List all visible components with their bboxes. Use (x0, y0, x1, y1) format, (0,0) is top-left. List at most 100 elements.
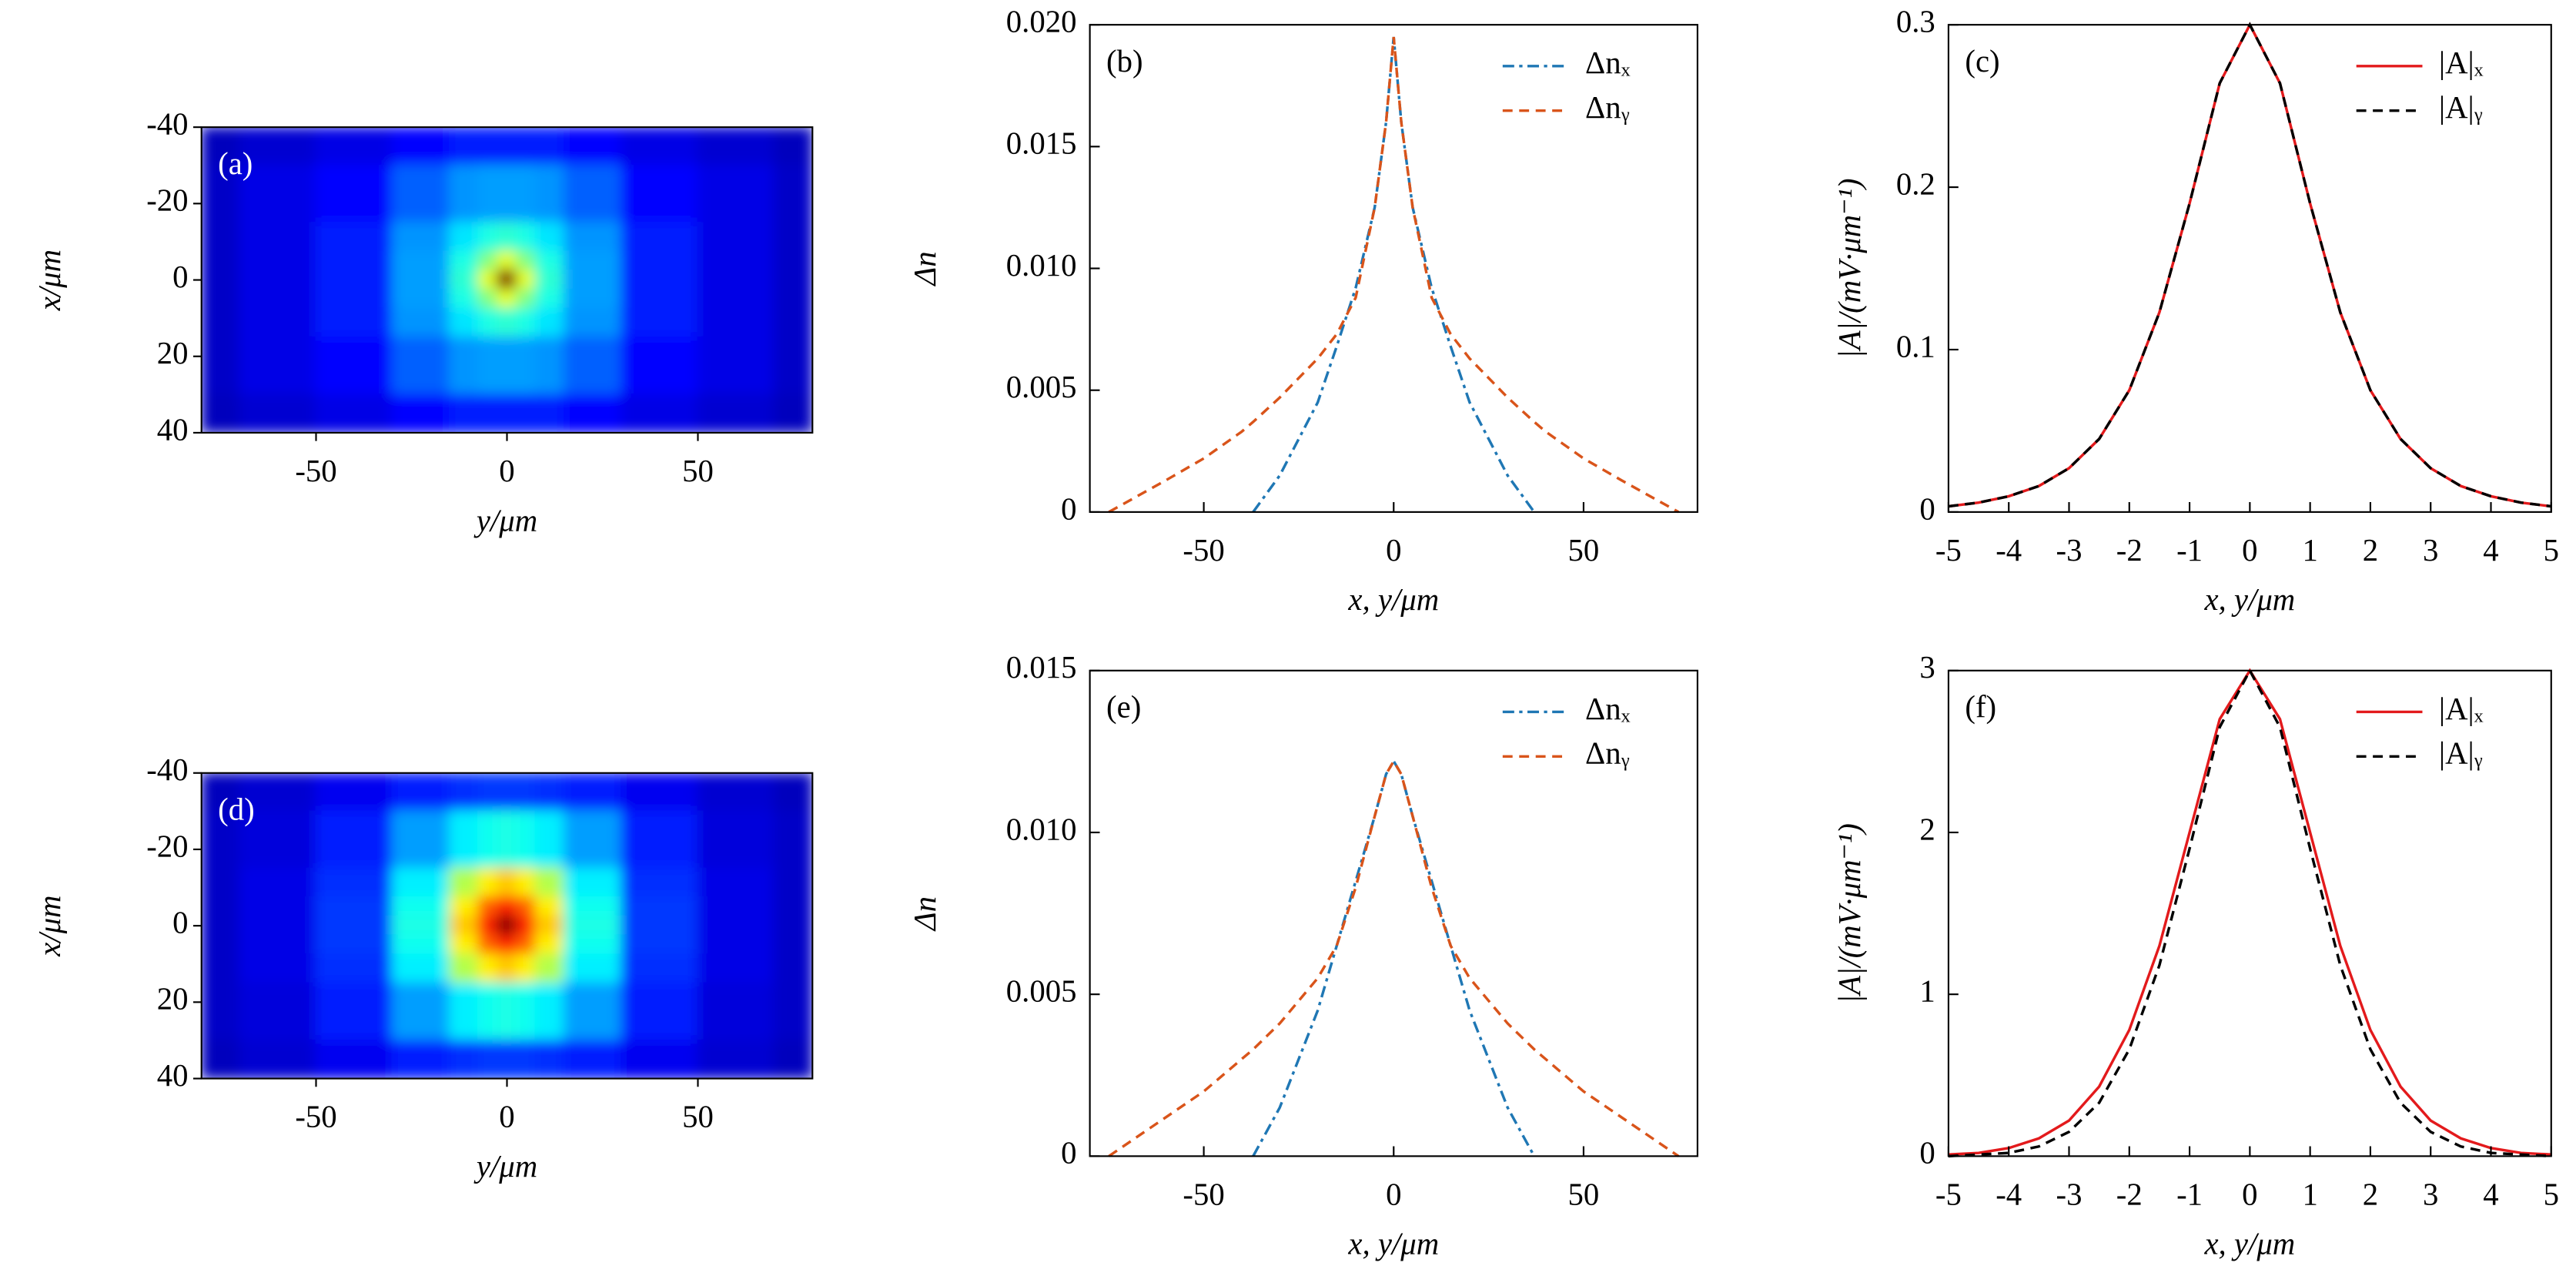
x-tick-label: 0 (499, 1100, 514, 1134)
heat-cell (239, 982, 317, 1042)
heat-cell (515, 288, 537, 310)
heat-cell (697, 307, 775, 339)
heat-cell (391, 953, 451, 984)
heat-cell (201, 250, 241, 272)
heat-cell (315, 288, 393, 310)
x-axis-label: x, y/μm (2203, 1227, 2295, 1261)
heat-cell (621, 772, 699, 812)
heat-cell (773, 934, 813, 956)
y-tick-label: 0 (172, 906, 188, 940)
heat-cell (477, 336, 499, 396)
heat-cell (563, 336, 623, 396)
heat-cell (515, 222, 537, 253)
x-tick-label: -50 (1183, 1177, 1224, 1211)
x-tick-label: 4 (2483, 1177, 2498, 1211)
heat-cell (563, 915, 623, 936)
heat-cell (697, 1039, 775, 1079)
heat-cell (315, 164, 393, 224)
heat-cell (773, 810, 813, 869)
y-tick-label: 0 (1061, 491, 1076, 526)
heat-cell (534, 307, 565, 339)
heat-cell (697, 288, 775, 310)
heat-cell (391, 896, 451, 917)
x-tick-label: 0 (1386, 1177, 1401, 1211)
heat-cell (239, 164, 317, 224)
heat-cell (534, 394, 565, 433)
x-tick-label: -1 (2176, 1177, 2203, 1211)
x-tick-label: -50 (295, 454, 336, 488)
heat-cell (515, 896, 537, 917)
heat-cell (391, 810, 451, 869)
heat-cell (534, 127, 565, 166)
panel-label: (c) (1965, 44, 1999, 79)
x-axis-label: x, y/μm (1347, 582, 1439, 617)
heat-cell (515, 1039, 537, 1079)
heat-cell (239, 307, 317, 339)
heat-cell (773, 307, 813, 339)
heat-cell (391, 127, 451, 166)
heat-cell (563, 270, 623, 291)
heat-cell (201, 288, 241, 310)
x-tick-label: -3 (2056, 1177, 2083, 1211)
panel: -50 0 50 -40 -20 0 20 40 y/μm x/μm (a) (32, 107, 814, 538)
heat-cell (239, 915, 317, 936)
heat-cell (477, 772, 499, 812)
heat-cell (621, 810, 699, 869)
y-tick-label: 0.010 (1006, 812, 1077, 846)
heat-cell (773, 222, 813, 253)
heat-cell (201, 953, 241, 984)
y-tick-label: 0.2 (1896, 166, 1935, 201)
heat-cell (239, 336, 317, 396)
heat-cell (497, 1039, 517, 1079)
heat-cell (449, 1039, 480, 1079)
heat-cell (621, 336, 699, 396)
heat-cell (563, 1039, 623, 1079)
heat-cell (697, 250, 775, 272)
heat-cell (534, 896, 565, 917)
legend-label: Δnₓ (1585, 692, 1631, 726)
heat-cell (621, 934, 699, 956)
heat-cell (201, 915, 241, 936)
y-tick-label: 0.015 (1006, 126, 1077, 161)
panel: |A|ₓ |A|ᵧ -5 -4 -3 -2 -1 0 1 2 3 4 5 0 0.1 0.2 0.3 x, y/μ… (1832, 5, 2559, 618)
heat-cell (315, 270, 393, 291)
x-tick-label: -2 (2116, 533, 2143, 568)
x-axis-label: x, y/μm (1347, 1227, 1439, 1261)
heat-cell (534, 250, 565, 272)
heat-cell (315, 394, 393, 433)
x-tick-label: -2 (2116, 1177, 2143, 1211)
y-tick-label: 0.020 (1006, 5, 1077, 39)
x-tick-label: -5 (1935, 533, 1962, 568)
heat-cell (773, 896, 813, 917)
heat-cell (449, 164, 480, 224)
heat-cell (773, 982, 813, 1042)
x-tick-label: -4 (1996, 1177, 2022, 1211)
series-line (1108, 759, 1680, 1157)
heat-cell (391, 915, 451, 936)
heat-cell (563, 953, 623, 984)
heat-cell (497, 270, 517, 291)
heat-cell (449, 896, 480, 917)
x-tick-label: -5 (1935, 1177, 1962, 1211)
heat-cell (449, 288, 480, 310)
heat-cell (497, 915, 517, 936)
heat-cell (563, 394, 623, 433)
y-tick-label: -20 (146, 829, 188, 863)
heat-cell (391, 336, 451, 396)
heat-cell (621, 164, 699, 224)
heat-cell (515, 934, 537, 956)
heat-cell (773, 394, 813, 433)
heat-cell (773, 772, 813, 812)
heat-cell (391, 394, 451, 433)
y-tick-label: 0.005 (1006, 974, 1077, 1009)
heat-cell (201, 772, 241, 812)
heat-cell (477, 867, 499, 899)
x-tick-label: 3 (2423, 533, 2438, 568)
x-tick-label: -4 (1996, 533, 2022, 568)
panel-label: (e) (1106, 690, 1141, 725)
heat-cell (621, 250, 699, 272)
heat-cell (477, 394, 499, 433)
y-tick-label: 2 (1919, 812, 1935, 846)
heat-cell (697, 896, 775, 917)
